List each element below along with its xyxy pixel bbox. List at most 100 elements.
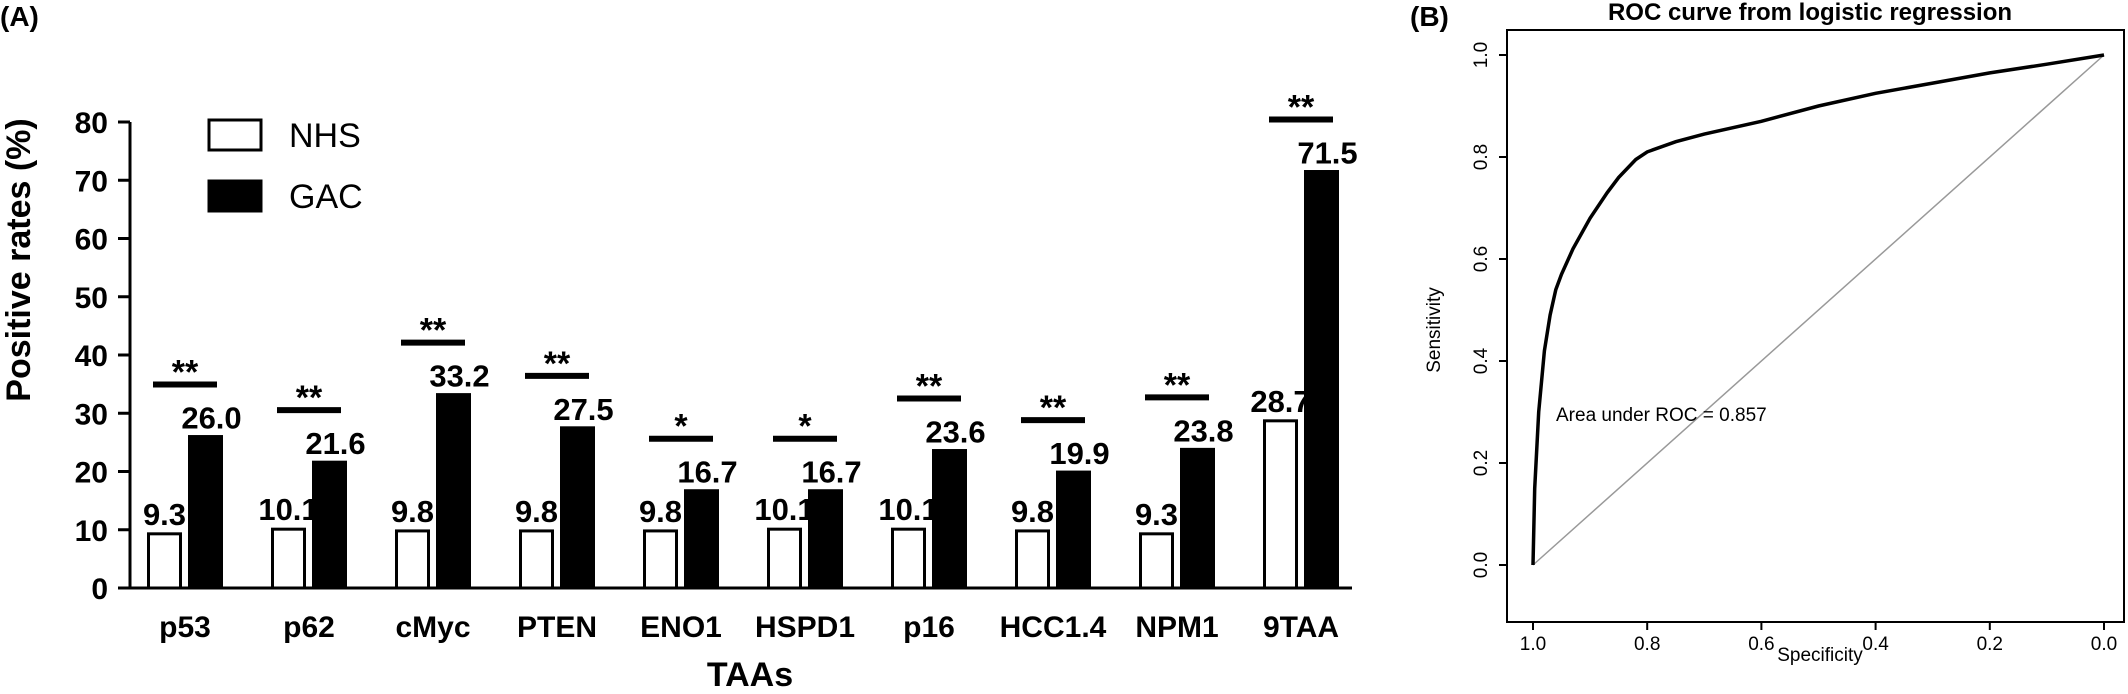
bar-nhs: [147, 532, 182, 590]
bar-nhs: [1015, 529, 1050, 590]
roc-x-tick-label: 0.6: [1748, 634, 1774, 655]
roc-x-tick-label: 0.0: [2091, 634, 2117, 655]
value-label-nhs: 9.3: [1135, 497, 1178, 532]
significance-marker: **: [1040, 389, 1067, 427]
category-label: HSPD1: [755, 611, 855, 644]
roc-plot-frame: [1506, 29, 2125, 623]
bar-nhs: [643, 529, 678, 590]
value-label-gac: 23.8: [1173, 413, 1233, 448]
category-label: ENO1: [640, 611, 722, 644]
bar-gac: [684, 489, 719, 590]
category-label: p62: [283, 611, 335, 644]
bar-gac: [1304, 170, 1339, 590]
y-axis-title: Positive rates (%): [0, 118, 38, 401]
value-label-gac: 26.0: [181, 401, 241, 436]
y-tick-label: 70: [75, 165, 108, 198]
significance-marker: *: [798, 408, 812, 446]
value-label-gac: 27.5: [553, 392, 613, 427]
bar-nhs: [519, 529, 554, 590]
value-label-nhs: 10.1: [754, 492, 814, 527]
significance-marker: **: [172, 354, 199, 392]
y-tick-label: 50: [75, 282, 108, 315]
roc-y-tick-label: 1.0: [1471, 42, 1492, 68]
value-label-nhs: 9.8: [1011, 494, 1054, 529]
significance-marker: **: [296, 379, 323, 417]
panel-a-label-text: (A): [0, 1, 39, 32]
value-label-gac: 23.6: [925, 415, 985, 450]
significance-marker: **: [1288, 89, 1315, 127]
bar-gac: [188, 435, 223, 590]
bar-nhs: [271, 527, 306, 590]
legend: NHS GAC: [207, 117, 363, 216]
roc-y-tick-label: 0.4: [1471, 347, 1492, 374]
y-ticks: 0 10 20 30 40 50 60 70 80: [75, 107, 130, 606]
roc-curve: [1531, 53, 2105, 566]
value-label-nhs: 9.8: [515, 494, 558, 529]
category-label: NPM1: [1135, 611, 1218, 644]
category-label: PTEN: [517, 611, 597, 644]
category-label: HCC1.4: [1000, 611, 1107, 644]
roc-y-tick-label: 0.0: [1471, 552, 1492, 578]
y-tick-label: 60: [75, 224, 108, 257]
bar-gac: [1180, 447, 1215, 590]
significance-marker: **: [544, 345, 571, 383]
value-label-gac: 71.5: [1297, 136, 1357, 171]
value-label-nhs: 9.8: [639, 494, 682, 529]
bar-gac: [560, 426, 595, 590]
category-label: 9TAA: [1263, 611, 1339, 644]
roc-y-ticks: 0.0 0.2 0.4 0.6 0.8 1.0: [1471, 42, 1507, 578]
y-tick-label: 80: [75, 107, 108, 140]
bar-nhs: [1139, 532, 1174, 590]
value-label-gac: 33.2: [429, 359, 489, 394]
bar-chart-panel: (A) Positive rates (%) TAAs 0 10 20 30 40 50 6…: [0, 1, 1358, 694]
roc-y-tick-label: 0.8: [1471, 144, 1492, 170]
significance-marker: *: [674, 408, 688, 446]
value-label-nhs: 28.7: [1250, 384, 1310, 419]
bars: 9.326.0**10.121.6**9.833.2**9.827.5**9.8…: [143, 89, 1358, 590]
roc-y-tick-label: 0.2: [1471, 450, 1492, 476]
significance-marker: **: [1164, 366, 1191, 404]
bar-nhs: [395, 529, 430, 590]
y-tick-label: 0: [91, 573, 108, 606]
legend-label-gac: GAC: [289, 178, 363, 216]
legend-label-nhs: NHS: [289, 117, 361, 155]
category-label: cMyc: [395, 611, 470, 644]
roc-x-tick-label: 1.0: [1520, 634, 1546, 655]
auc-annotation: Area under ROC = 0.857: [1556, 405, 1767, 426]
value-label-nhs: 9.3: [143, 497, 186, 532]
value-label-gac: 16.7: [677, 455, 737, 490]
category-label: p16: [903, 611, 955, 644]
category-label: p53: [159, 611, 211, 644]
panel-b-label-text: (B): [1410, 1, 1449, 32]
bar-gac: [436, 393, 471, 590]
bar-gac: [932, 449, 967, 590]
bar-gac: [312, 460, 347, 590]
bar-gac: [808, 489, 843, 590]
significance-marker: **: [916, 368, 943, 406]
roc-x-tick-label: 0.4: [1862, 634, 1889, 655]
significance-marker: **: [420, 312, 447, 350]
legend-swatch-nhs: [207, 118, 263, 152]
roc-title: ROC curve from logistic regression: [1608, 0, 2012, 26]
value-label-nhs: 10.1: [878, 492, 938, 527]
roc-reference-diagonal: [1532, 54, 2105, 566]
y-tick-label: 10: [75, 515, 108, 548]
x-axis-title: TAAs: [707, 656, 793, 694]
roc-x-axis-title: Specificity: [1777, 645, 1863, 666]
roc-y-axis-title: Sensitivity: [1424, 287, 1445, 373]
bar-nhs: [891, 527, 926, 590]
y-tick-label: 40: [75, 340, 108, 373]
value-label-nhs: 9.8: [391, 494, 434, 529]
value-label-nhs: 10.1: [258, 492, 318, 527]
legend-swatch-gac: [207, 179, 263, 213]
bar-nhs: [767, 527, 802, 590]
roc-x-tick-label: 0.2: [1977, 634, 2003, 655]
value-label-gac: 21.6: [305, 426, 365, 461]
roc-chart-panel: (B) ROC curve from logistic regression 1…: [1410, 0, 2125, 666]
roc-x-ticks: 1.0 0.8 0.6 0.4 0.2 0.0: [1520, 622, 2117, 655]
y-tick-label: 30: [75, 398, 108, 431]
roc-y-tick-label: 0.6: [1471, 246, 1492, 272]
category-labels: p53 p62 cMyc PTEN ENO1 HSPD1 p16 HCC1.4 NPM1 9TAA: [159, 611, 1339, 644]
y-tick-label: 20: [75, 457, 108, 490]
